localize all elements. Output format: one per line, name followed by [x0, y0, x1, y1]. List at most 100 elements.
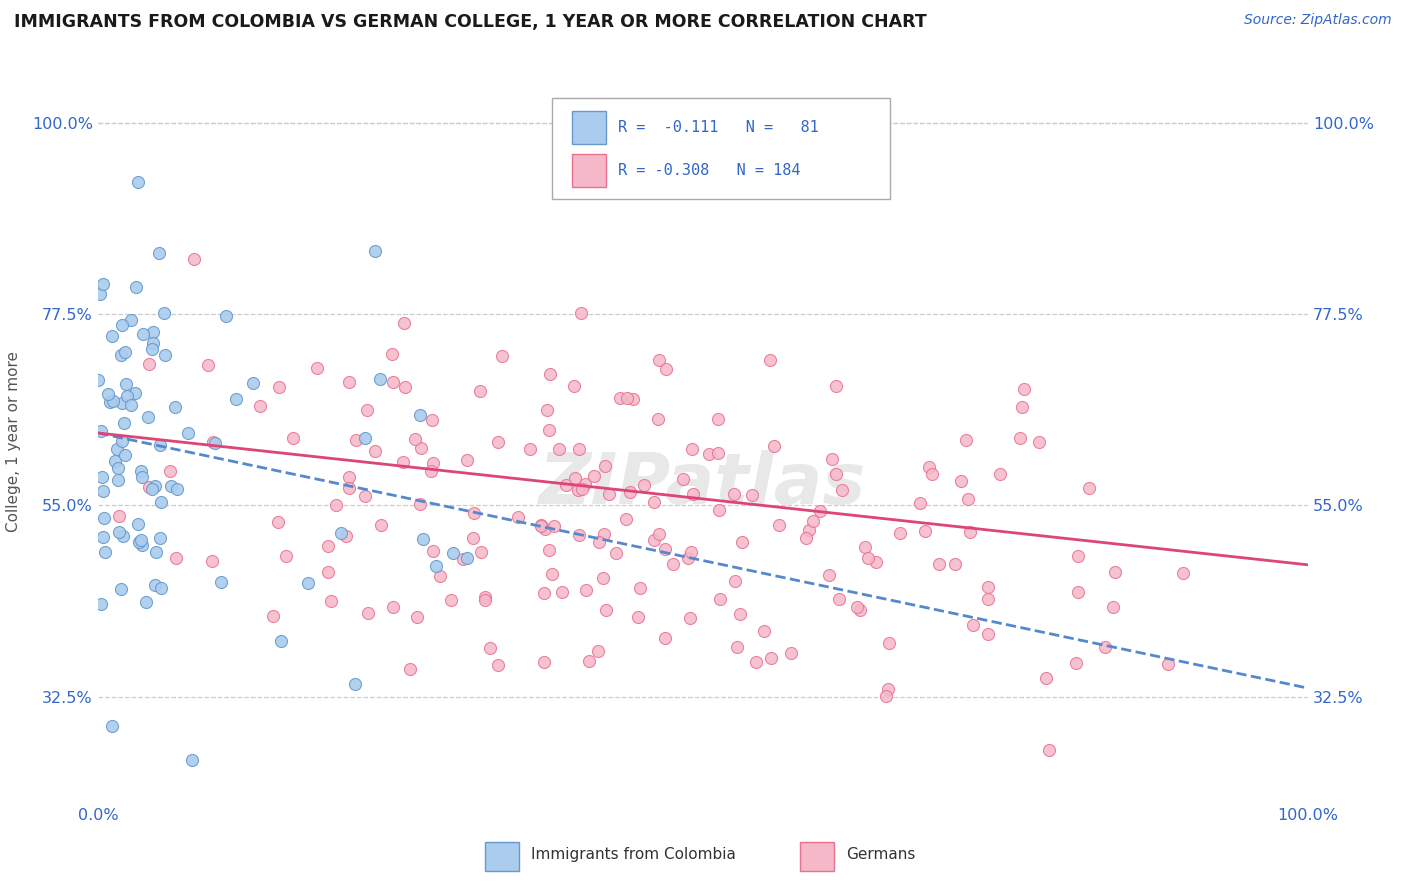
Point: [149, 438, 172, 452]
Point: [491, 349, 513, 363]
Point: [569, 306, 592, 320]
Point: [578, 654, 600, 668]
Point: [111, 434, 134, 448]
Point: [270, 634, 292, 648]
Point: [127, 516, 149, 531]
Text: IMMIGRANTS FROM COLOMBIA VS GERMAN COLLEGE, 1 YEAR OR MORE CORRELATION CHART: IMMIGRANTS FROM COLOMBIA VS GERMAN COLLE…: [14, 13, 927, 31]
Point: [392, 316, 415, 330]
Point: [962, 617, 984, 632]
Point: [107, 461, 129, 475]
Point: [97, 386, 120, 401]
Point: [165, 551, 187, 566]
Point: [197, 358, 219, 372]
Point: [627, 610, 650, 624]
Point: [141, 483, 163, 497]
Point: [616, 391, 638, 405]
Point: [562, 378, 585, 392]
Point: [357, 606, 380, 620]
Point: [583, 469, 606, 483]
Point: [595, 603, 617, 617]
Point: [101, 394, 124, 409]
Bar: [572, 111, 606, 144]
Point: [643, 533, 665, 548]
Point: [801, 514, 824, 528]
Point: [138, 480, 160, 494]
Point: [108, 524, 131, 539]
Point: [486, 435, 509, 450]
Point: [654, 542, 676, 557]
Point: [101, 719, 124, 733]
Point: [368, 372, 391, 386]
Point: [943, 557, 966, 571]
Point: [202, 435, 225, 450]
Point: [955, 433, 977, 447]
Point: [283, 431, 305, 445]
Point: [381, 375, 404, 389]
Point: [828, 592, 851, 607]
Point: [101, 329, 124, 343]
Point: [91, 483, 114, 498]
Point: [655, 361, 678, 376]
Point: [529, 518, 551, 533]
Point: [422, 544, 444, 558]
Point: [699, 447, 721, 461]
Point: [104, 454, 127, 468]
Point: [682, 487, 704, 501]
Point: [536, 403, 558, 417]
Point: [114, 448, 136, 462]
Point: [571, 482, 593, 496]
Point: [90, 425, 112, 439]
Point: [354, 431, 377, 445]
Point: [568, 442, 591, 456]
Point: [633, 477, 655, 491]
Point: [201, 554, 224, 568]
Point: [90, 597, 112, 611]
Point: [818, 567, 841, 582]
Point: [567, 483, 589, 497]
Point: [440, 592, 463, 607]
Point: [267, 515, 290, 529]
Point: [451, 551, 474, 566]
Point: [325, 498, 347, 512]
Point: [643, 494, 665, 508]
Point: [115, 377, 138, 392]
Point: [1066, 549, 1088, 563]
Point: [470, 545, 492, 559]
Point: [918, 460, 941, 475]
Point: [988, 467, 1011, 482]
Point: [797, 523, 820, 537]
Point: [648, 527, 671, 541]
Point: [149, 531, 172, 545]
Point: [672, 472, 695, 486]
Point: [588, 534, 610, 549]
Point: [1014, 382, 1036, 396]
Text: Immigrants from Colombia: Immigrants from Colombia: [531, 847, 737, 863]
Point: [394, 380, 416, 394]
Point: [745, 655, 768, 669]
Point: [409, 497, 432, 511]
Point: [337, 481, 360, 495]
Point: [619, 484, 641, 499]
Text: Source: ZipAtlas.com: Source: ZipAtlas.com: [1244, 13, 1392, 28]
Point: [547, 442, 569, 457]
Point: [142, 336, 165, 351]
Point: [149, 581, 172, 595]
Point: [846, 600, 869, 615]
FancyBboxPatch shape: [551, 98, 890, 200]
Point: [877, 681, 900, 696]
Point: [877, 636, 900, 650]
Point: [858, 551, 880, 566]
Point: [420, 413, 443, 427]
Point: [267, 380, 290, 394]
Point: [319, 593, 342, 607]
Text: Germans: Germans: [845, 847, 915, 863]
Point: [456, 550, 478, 565]
Point: [110, 582, 132, 597]
Point: [533, 586, 555, 600]
Point: [853, 540, 876, 554]
Point: [908, 496, 931, 510]
Point: [143, 578, 166, 592]
Point: [537, 543, 560, 558]
Text: R = -0.308   N = 184: R = -0.308 N = 184: [619, 163, 801, 178]
Point: [956, 492, 979, 507]
